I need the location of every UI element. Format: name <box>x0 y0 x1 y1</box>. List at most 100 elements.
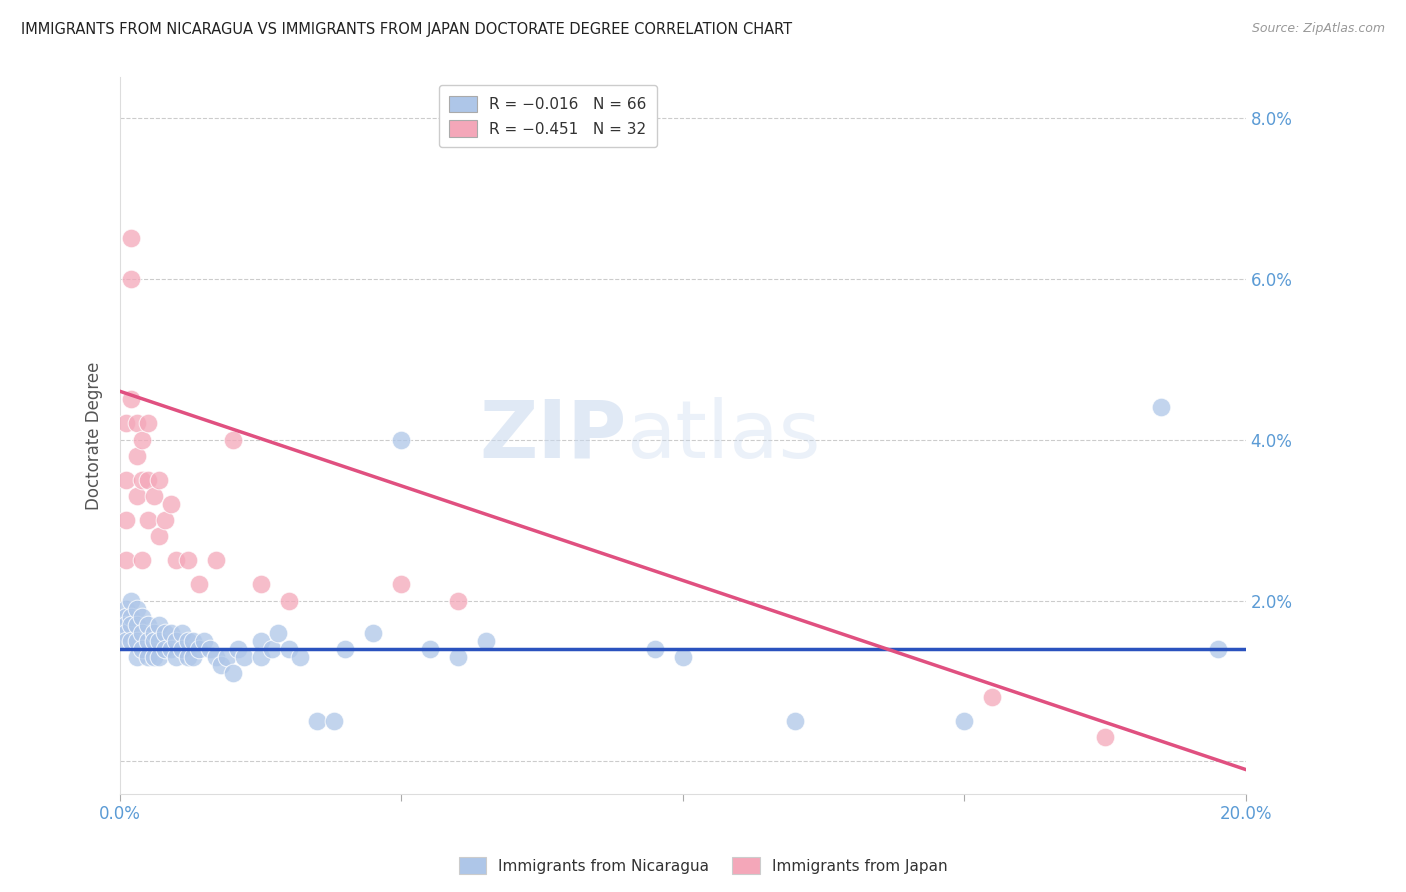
Point <box>170 625 193 640</box>
Point <box>114 625 136 640</box>
Point <box>170 641 193 656</box>
Point <box>226 641 249 656</box>
Point <box>131 609 153 624</box>
Point <box>159 625 181 640</box>
Point <box>198 641 221 656</box>
Point <box>136 473 159 487</box>
Point <box>114 513 136 527</box>
Point <box>114 553 136 567</box>
Legend: Immigrants from Nicaragua, Immigrants from Japan: Immigrants from Nicaragua, Immigrants fr… <box>453 851 953 880</box>
Point <box>120 633 142 648</box>
Point <box>131 433 153 447</box>
Point <box>120 271 142 285</box>
Point <box>125 417 148 431</box>
Point <box>389 577 412 591</box>
Point <box>136 617 159 632</box>
Point <box>181 633 204 648</box>
Point <box>114 473 136 487</box>
Point <box>114 633 136 648</box>
Point <box>148 529 170 543</box>
Point <box>419 641 441 656</box>
Point <box>120 609 142 624</box>
Point <box>125 633 148 648</box>
Point <box>159 497 181 511</box>
Point <box>165 633 187 648</box>
Point <box>305 714 328 729</box>
Point <box>209 657 232 672</box>
Point <box>181 649 204 664</box>
Text: IMMIGRANTS FROM NICARAGUA VS IMMIGRANTS FROM JAPAN DOCTORATE DEGREE CORRELATION : IMMIGRANTS FROM NICARAGUA VS IMMIGRANTS … <box>21 22 792 37</box>
Point <box>277 593 299 607</box>
Point <box>142 489 165 503</box>
Point <box>475 633 498 648</box>
Point <box>176 633 198 648</box>
Point <box>277 641 299 656</box>
Point <box>114 417 136 431</box>
Point <box>125 449 148 463</box>
Point <box>153 625 176 640</box>
Point <box>249 633 271 648</box>
Point <box>204 649 226 664</box>
Point <box>114 617 136 632</box>
Point <box>120 617 142 632</box>
Point <box>142 633 165 648</box>
Point <box>266 625 288 640</box>
Point <box>249 649 271 664</box>
Point <box>131 553 153 567</box>
Point <box>1094 731 1116 745</box>
Point <box>333 641 356 656</box>
Point <box>153 641 176 656</box>
Point <box>232 649 254 664</box>
Point <box>221 433 243 447</box>
Point <box>361 625 384 640</box>
Point <box>120 392 142 407</box>
Point <box>1206 641 1229 656</box>
Point <box>215 649 238 664</box>
Point <box>981 690 1004 705</box>
Point <box>153 513 176 527</box>
Point <box>447 649 470 664</box>
Point <box>165 649 187 664</box>
Y-axis label: Doctorate Degree: Doctorate Degree <box>86 361 103 509</box>
Point <box>187 577 209 591</box>
Point <box>148 649 170 664</box>
Point <box>288 649 311 664</box>
Point <box>785 714 807 729</box>
Point <box>260 641 283 656</box>
Point <box>165 553 187 567</box>
Point <box>125 489 148 503</box>
Point <box>131 473 153 487</box>
Text: atlas: atlas <box>627 397 821 475</box>
Point <box>389 433 412 447</box>
Point <box>148 617 170 632</box>
Text: ZIP: ZIP <box>479 397 627 475</box>
Point <box>114 601 136 615</box>
Text: Source: ZipAtlas.com: Source: ZipAtlas.com <box>1251 22 1385 36</box>
Point <box>204 553 226 567</box>
Point <box>221 665 243 680</box>
Point <box>447 593 470 607</box>
Point <box>125 601 148 615</box>
Point <box>953 714 976 729</box>
Point <box>114 609 136 624</box>
Point <box>136 513 159 527</box>
Point <box>322 714 344 729</box>
Legend: R = −0.016   N = 66, R = −0.451   N = 32: R = −0.016 N = 66, R = −0.451 N = 32 <box>439 85 657 147</box>
Point <box>136 417 159 431</box>
Point <box>142 625 165 640</box>
Point <box>249 577 271 591</box>
Point <box>131 641 153 656</box>
Point <box>176 649 198 664</box>
Point <box>1150 401 1173 415</box>
Point <box>644 641 666 656</box>
Point <box>176 553 198 567</box>
Point <box>125 649 148 664</box>
Point <box>136 649 159 664</box>
Point <box>120 593 142 607</box>
Point <box>148 633 170 648</box>
Point <box>193 633 215 648</box>
Point <box>120 231 142 245</box>
Point <box>672 649 695 664</box>
Point <box>136 633 159 648</box>
Point <box>159 641 181 656</box>
